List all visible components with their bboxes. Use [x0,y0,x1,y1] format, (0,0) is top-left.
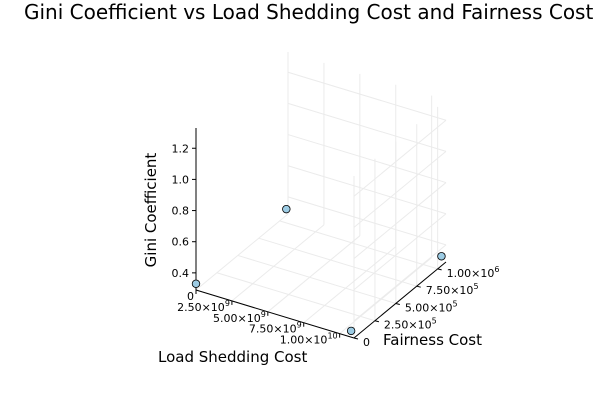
gridline-x [303,246,397,324]
x-axis-line [195,289,355,339]
y-tick-label: 1.00×106 [447,265,500,280]
chart-title: Gini Coefficient vs Load Shedding Cost a… [24,0,593,24]
x-tick-label: 1.00×1010 [280,332,338,347]
gridline-y [258,237,417,287]
gridline-z [287,165,447,215]
gridline-y [216,272,376,322]
y-tick-label: 2.50×105 [384,317,437,332]
gridline-z [353,244,447,322]
gridline-x [231,224,325,302]
y-tick-mark [374,320,380,323]
y-axis-label: Fairness Cost [383,331,482,349]
gridline-z [287,102,447,152]
z-axis-label: Gini Coefficient [142,153,160,268]
y-tick-label: 5.00×105 [405,299,458,314]
gridline-y [279,220,438,270]
y-tick-mark [437,268,442,271]
data-point [437,252,446,261]
data-point [282,204,291,214]
gridline-y [237,254,396,304]
z-tick-label: 0.6 [172,236,190,249]
gridline-z [353,151,447,228]
z-tick-label: 1.0 [172,173,190,186]
point-layer [191,204,446,336]
x-tick-label: 2.50×109 [177,299,230,314]
data-point [346,326,356,336]
z-tick-label: 0.8 [172,205,190,218]
y-axis-line [353,261,447,339]
x-tick-label: 0 [187,290,194,303]
y-tick-label: 7.50×105 [426,282,479,297]
gridline-x [339,257,432,335]
y-tick-mark [395,302,400,305]
x-tick-label: 5.00×109 [213,310,266,325]
gridline-z [353,213,447,291]
axis-layer [195,128,447,339]
gridline-x [195,213,289,291]
gridline-z [287,134,447,184]
z-tick-label: 1.2 [172,142,190,155]
z-tick-label: 0.4 [172,267,190,280]
gridline-z [287,71,447,121]
gridline-z [287,196,447,246]
gridline-x [267,235,361,313]
y-tick-mark [353,337,359,340]
gridline-z [353,182,447,259]
y-tick-label: 0 [363,336,370,349]
x-tick-label: 7.50×109 [249,321,302,336]
data-point [191,279,201,288]
x-axis-label: Load Shedding Cost [158,348,307,366]
y-tick-mark [416,285,421,288]
gridline-z [353,119,447,197]
